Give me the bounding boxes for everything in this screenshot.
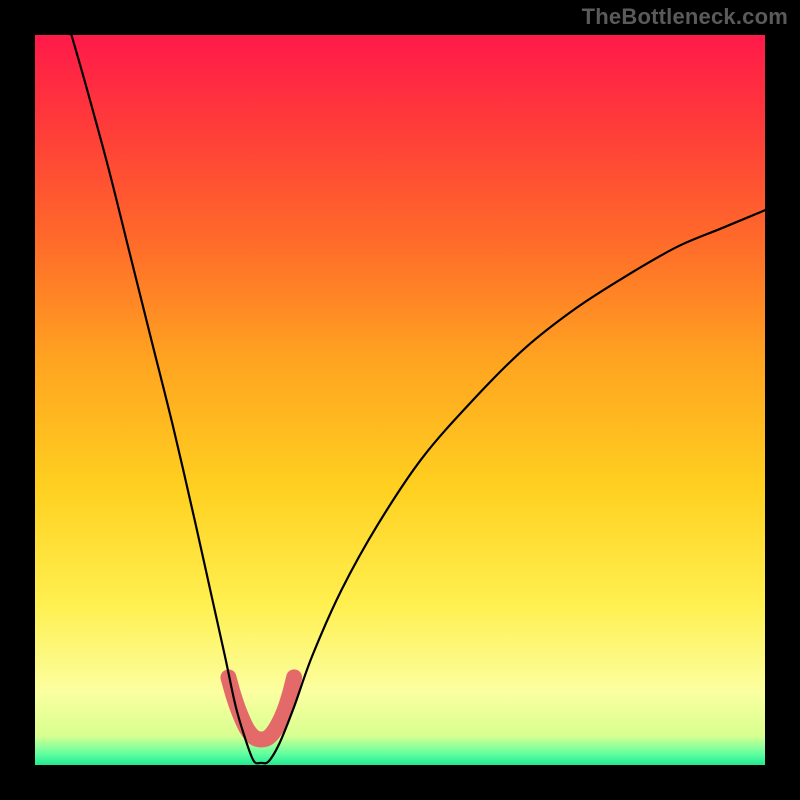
- watermark-text: TheBottleneck.com: [582, 4, 788, 30]
- chart-plot-area: [35, 35, 765, 765]
- stage: TheBottleneck.com: [0, 0, 800, 800]
- chart-svg: [35, 35, 765, 765]
- chart-background: [35, 35, 765, 765]
